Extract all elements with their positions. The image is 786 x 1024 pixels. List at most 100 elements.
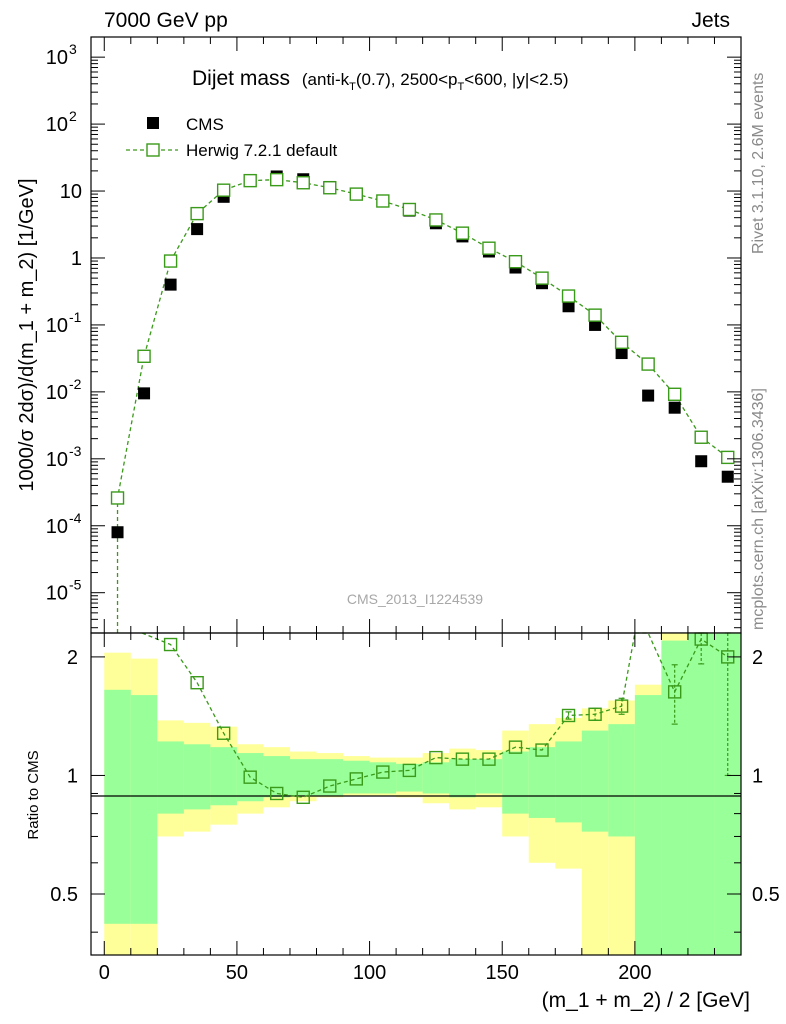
x-tick-label: 200 xyxy=(618,962,651,984)
herwig-point xyxy=(323,181,337,195)
plot-title-sub-c: <600, |y|<2.5) xyxy=(464,70,568,89)
main-y-tick-label: 10 xyxy=(46,382,68,404)
x-tick-label: 50 xyxy=(226,962,248,984)
inner-band-bin xyxy=(528,747,556,818)
ratio-uncertainty-bands xyxy=(104,633,741,955)
inner-band-bin xyxy=(634,695,662,955)
ratio-y-tick-label-right: 0.5 xyxy=(752,884,780,906)
herwig-point xyxy=(721,450,735,465)
herwig-point xyxy=(163,254,178,268)
ratio-y-tick-label: 1 xyxy=(67,765,78,787)
legend-herwig-marker xyxy=(146,143,160,157)
rivet-version-label: Rivet 3.1.10, 2.6M events xyxy=(750,73,767,254)
herwig-point xyxy=(243,173,257,188)
herwig-point xyxy=(429,213,443,227)
process-label: Jets xyxy=(691,9,730,32)
cms-point xyxy=(615,347,628,360)
ratio-y-tick-label-right: 1 xyxy=(752,765,763,787)
legend-cms-label: CMS xyxy=(186,115,224,134)
herwig-point xyxy=(694,430,708,444)
ratio-y-axis-label: Ratio to CMS xyxy=(25,750,42,839)
ratio-point xyxy=(376,765,390,779)
ratio-panel: 0.5 0.5 1 1 2 2 0 50 100 150 200 Ratio to CMS (m_… xyxy=(25,37,780,1012)
ratio-point xyxy=(190,675,204,690)
cms-point xyxy=(138,387,151,400)
main-y-tick-exponent: 3 xyxy=(69,41,77,57)
inner-band-bin xyxy=(263,756,290,798)
plot-title-k-index: T xyxy=(349,81,356,93)
main-y-tick-label: 10 xyxy=(46,583,68,605)
herwig-point xyxy=(588,308,602,322)
inner-band-bin xyxy=(157,741,184,814)
inner-band-bin xyxy=(555,741,582,823)
herwig-point xyxy=(349,187,364,201)
main-y-tick-label: 10 xyxy=(60,181,82,203)
cms-point xyxy=(191,223,204,236)
energy-label: 7000 GeV pp xyxy=(104,9,228,32)
cms-point xyxy=(668,401,681,414)
inner-band-bin xyxy=(289,759,317,796)
herwig-point xyxy=(667,387,682,401)
inner-band-bin xyxy=(502,751,529,814)
ratio-point xyxy=(429,750,443,765)
x-tick-label: 0 xyxy=(99,962,110,984)
cms-point xyxy=(589,318,602,331)
herwig-point xyxy=(137,349,151,363)
inner-band-bin xyxy=(714,633,741,955)
ratio-point xyxy=(667,685,682,699)
main-y-tick-label: 10 xyxy=(46,516,68,538)
ratio-point xyxy=(455,752,470,766)
cms-point xyxy=(695,455,708,468)
ratio-y-tick-label: 2 xyxy=(67,647,78,669)
ratio-point xyxy=(296,790,310,805)
main-y-tick-exponent: -5 xyxy=(69,577,82,593)
herwig-point xyxy=(614,335,629,350)
main-marks xyxy=(110,170,735,633)
x-tick-label: 100 xyxy=(353,962,386,984)
main-y-tick-label: 10 xyxy=(46,449,68,471)
herwig-point xyxy=(216,183,231,197)
main-y-tick-exponent: -1 xyxy=(69,309,82,325)
herwig-point xyxy=(190,206,204,221)
legend-cms-marker xyxy=(147,117,159,129)
plot-title-p-index: T xyxy=(457,81,464,93)
legend-herwig-label: Herwig 7.2.1 default xyxy=(186,141,337,160)
herwig-point xyxy=(270,172,284,187)
ratio-point xyxy=(561,708,576,723)
plot-title-main: Dijet mass xyxy=(192,67,290,90)
ratio-y-tick-label: 0.5 xyxy=(50,884,78,906)
cms-point xyxy=(721,470,734,483)
herwig-point xyxy=(110,491,125,505)
legend: CMS Herwig 7.2.1 default xyxy=(126,115,337,160)
herwig-point xyxy=(641,357,655,371)
ratio-point xyxy=(614,699,629,713)
inner-band-bin xyxy=(104,689,131,924)
herwig-point xyxy=(296,176,310,190)
plot-title: Dijet mass (anti-kT(0.7), 2500<pT<600, |… xyxy=(192,67,568,93)
main-y-tick-exponent: 2 xyxy=(69,108,77,124)
inner-band-bin xyxy=(687,633,715,955)
herwig-point xyxy=(508,254,523,269)
herwig-point xyxy=(455,226,470,240)
main-y-tick-label: 1 xyxy=(71,248,82,270)
ratio-y-tick-label-right: 2 xyxy=(752,647,763,669)
analysis-id-label: CMS_2013_I1224539 xyxy=(347,591,483,607)
herwig-point xyxy=(376,194,390,208)
cms-point xyxy=(111,526,124,539)
ratio-point xyxy=(163,637,178,652)
main-y-tick-label: 10 xyxy=(46,114,68,136)
ratio-point xyxy=(216,726,231,740)
main-y-axis-label: 1000/σ 2dσ)/d(m_1 + m_2) [1/GeV] xyxy=(16,178,38,491)
inner-band-bin xyxy=(475,759,503,794)
ratio-point xyxy=(243,770,257,784)
ratio-point xyxy=(588,707,602,721)
ratio-point xyxy=(482,752,496,766)
inner-band-bin xyxy=(608,724,635,837)
ratio-point xyxy=(323,779,337,793)
x-axis: 0 50 100 150 200 xyxy=(99,37,742,984)
inner-band-bin xyxy=(422,762,450,794)
cms-point xyxy=(562,300,575,313)
ratio-point xyxy=(270,786,284,801)
